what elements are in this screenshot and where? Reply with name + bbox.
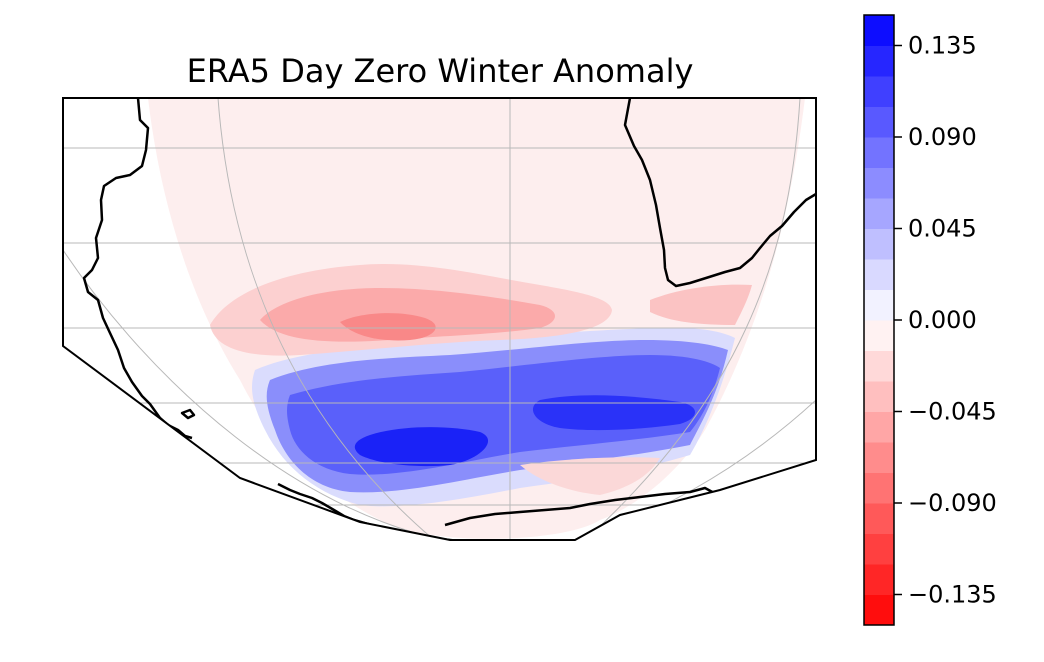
colorbar-segment	[864, 45, 894, 77]
colorbar-segment	[864, 167, 894, 199]
colorbar-segment	[864, 137, 894, 168]
colorbar-tick-label: 0.135	[908, 32, 977, 60]
positive-core-west	[354, 427, 489, 467]
colorbar-tick-label: 0.090	[908, 123, 977, 151]
falkland-island	[180, 408, 196, 420]
colorbar-segment	[864, 472, 894, 504]
colorbar-segment	[864, 381, 894, 412]
colorbar-segment	[864, 228, 894, 260]
colorbar-segment	[864, 533, 894, 565]
south-america-coast	[82, 98, 193, 440]
colorbar-segment	[864, 320, 894, 351]
colorbar-ticks: 0.135 0.090 0.045 0.000 −0.045 −0.090 −0.135	[894, 32, 997, 609]
map-axes	[63, 98, 816, 540]
colorbar-tick-label: 0.000	[908, 306, 977, 334]
colorbar-segment	[864, 503, 894, 534]
anomaly-field	[148, 98, 805, 539]
colorbar-segment	[864, 259, 894, 290]
colorbar-segment	[864, 564, 894, 595]
africa-coast	[623, 98, 816, 288]
colorbar-segment	[864, 15, 894, 46]
negative-patch-south	[520, 457, 660, 495]
chart-title: ERA5 Day Zero Winter Anomaly	[187, 52, 694, 90]
colorbar-segment	[864, 594, 894, 626]
negative-core	[340, 313, 436, 341]
colorbar-tick-label: −0.090	[908, 489, 997, 517]
colorbar-segment	[864, 198, 894, 229]
colorbar-segment	[864, 106, 894, 138]
colorbar-tick-label: 0.045	[908, 215, 977, 243]
gridlines	[63, 98, 816, 540]
colorbar-tick-label: −0.135	[908, 581, 997, 609]
colorbar-segment	[864, 289, 894, 321]
positive-core-east	[532, 395, 695, 431]
colorbar-segments	[864, 15, 894, 626]
colorbar: 0.135 0.090 0.045 0.000 −0.045 −0.090 −0.135	[863, 14, 997, 626]
colorbar-tick-label: −0.045	[908, 398, 997, 426]
colorbar-segment	[864, 411, 894, 443]
map-frame	[62, 97, 817, 541]
negative-patch-east	[650, 284, 752, 325]
colorbar-segment	[864, 350, 894, 382]
colorbar-segment	[864, 76, 894, 107]
colorbar-segment	[864, 442, 894, 473]
